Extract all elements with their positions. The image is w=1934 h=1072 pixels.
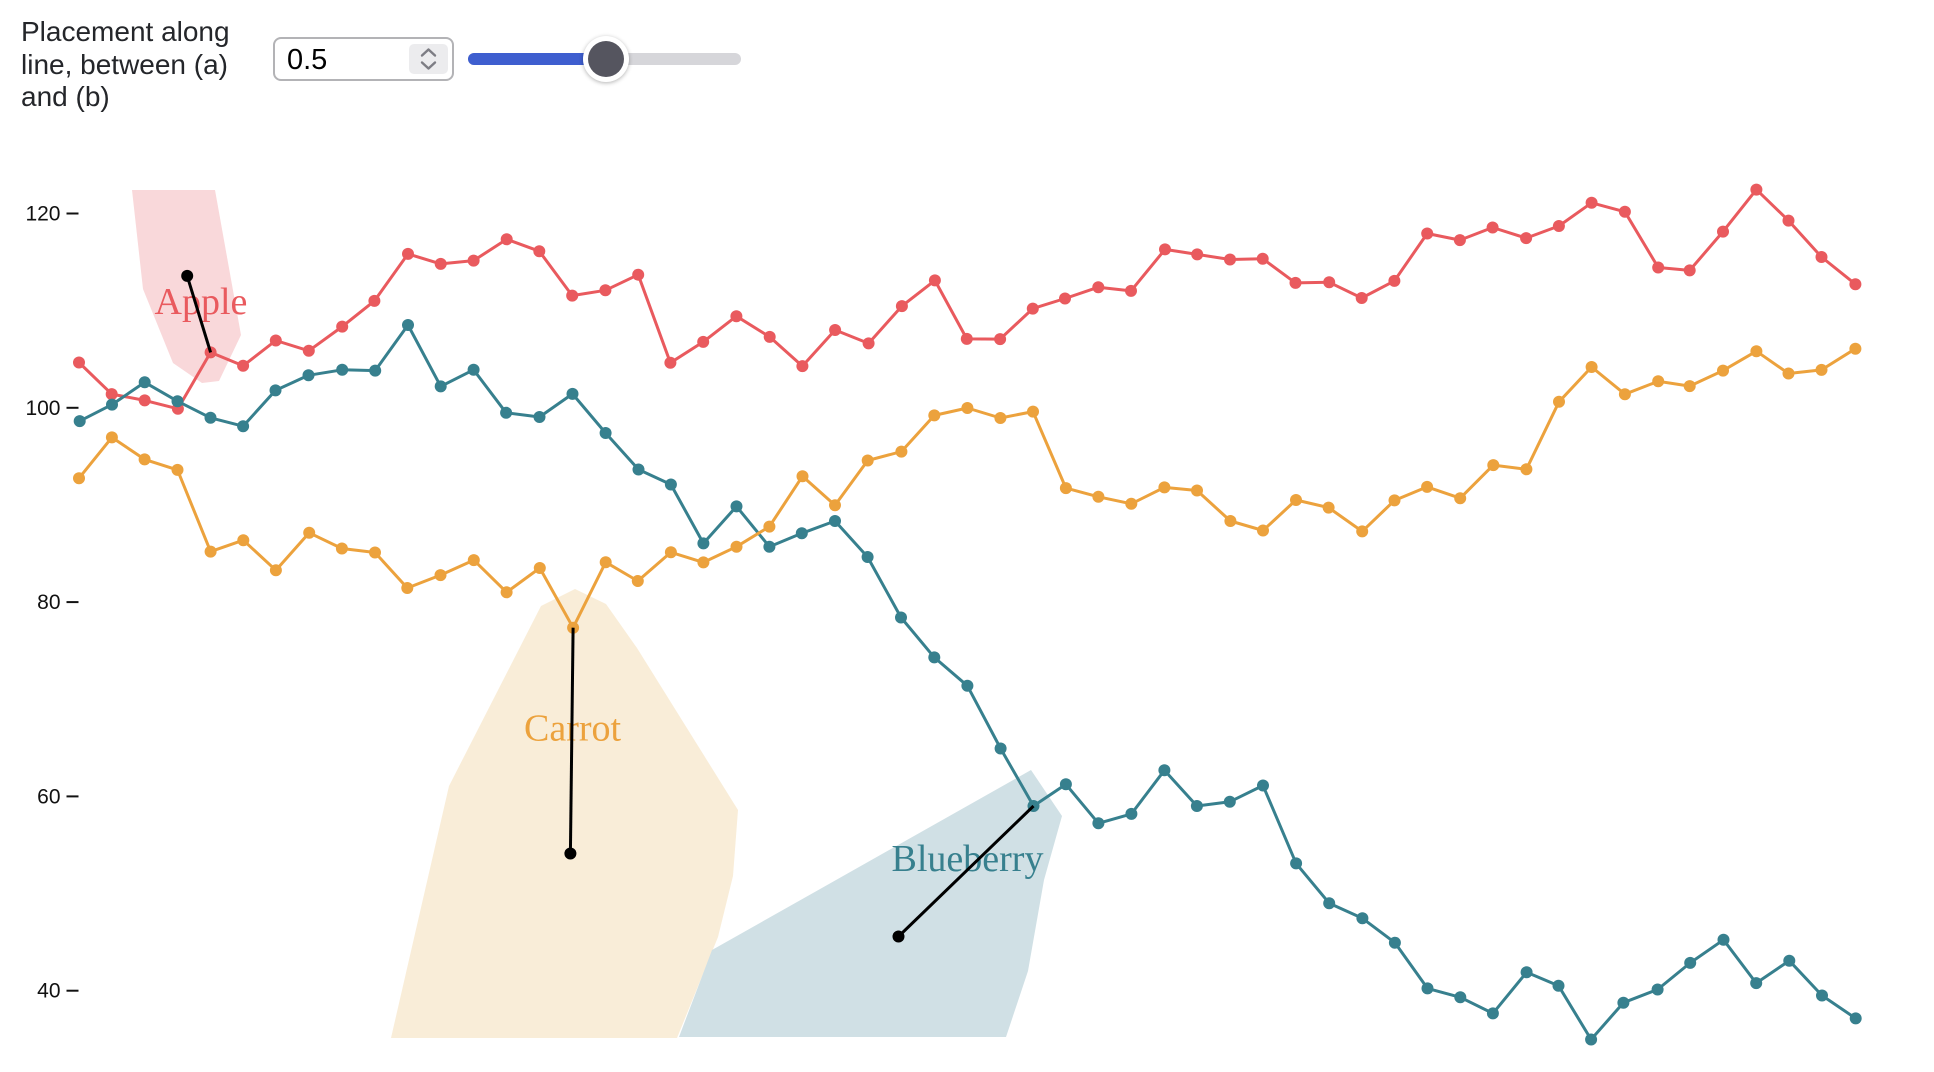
svg-text:40: 40 bbox=[37, 980, 60, 1003]
svg-text:120: 120 bbox=[25, 203, 60, 226]
svg-text:80: 80 bbox=[37, 591, 60, 614]
svg-text:60: 60 bbox=[37, 785, 60, 808]
svg-text:Blueberry: Blueberry bbox=[892, 838, 1044, 880]
svg-text:100: 100 bbox=[25, 397, 60, 420]
